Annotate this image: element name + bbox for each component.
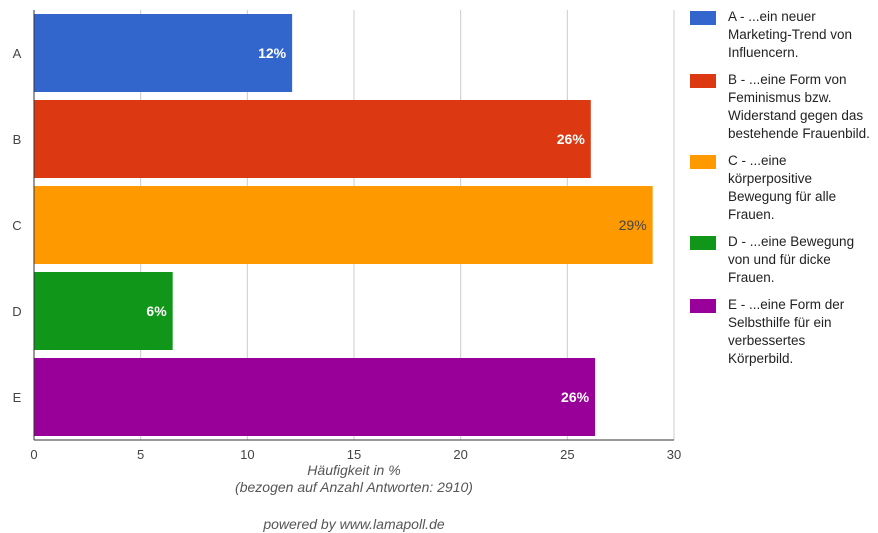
- legend-label-c: C - ...eine körperpositive Bewegung für …: [728, 153, 837, 222]
- powered-by-text: powered by www.lamapoll.de: [263, 516, 445, 532]
- legend-swatch-b: [690, 74, 716, 88]
- legend-item-c: C - ...eine körperpositive Bewegung für …: [690, 152, 872, 224]
- legend-item-d: D - ...eine Bewegung von und für dicke F…: [690, 233, 872, 287]
- bar-value-label-c: 29%: [619, 217, 647, 233]
- y-tick-label-d: D: [12, 304, 21, 319]
- x-tick-label-15: 15: [347, 447, 361, 462]
- legend-swatch-e: [690, 299, 716, 313]
- legend-item-b: B - ...eine Form von Feminismus bzw. Wid…: [690, 71, 872, 143]
- y-tick-label-b: B: [13, 132, 22, 147]
- x-tick-label-5: 5: [137, 447, 144, 462]
- x-axis-label: Häufigkeit in % (bezogen auf Anzahl Antw…: [34, 462, 674, 496]
- legend-item-a: A - ...ein neuer Marketing-Trend von Inf…: [690, 8, 872, 62]
- y-tick-label-e: E: [13, 390, 22, 405]
- bar-value-label-a: 12%: [258, 45, 287, 61]
- legend-swatch-a: [690, 11, 716, 25]
- bar-d: [34, 272, 173, 350]
- y-tick-label-a: A: [13, 46, 22, 61]
- bar-value-label-d: 6%: [146, 303, 167, 319]
- bar-value-label-e: 26%: [561, 389, 590, 405]
- legend-label-b: B - ...eine Form von Feminismus bzw. Wid…: [728, 72, 870, 141]
- bar-a: [34, 14, 293, 92]
- x-axis-title: Häufigkeit in %: [307, 462, 401, 478]
- x-tick-label-30: 30: [667, 447, 681, 462]
- x-tick-label-25: 25: [560, 447, 574, 462]
- y-tick-label-c: C: [12, 218, 21, 233]
- legend-label-d: D - ...eine Bewegung von und für dicke F…: [728, 234, 855, 285]
- legend-label-e: E - ...eine Form der Selbsthilfe für ein…: [728, 297, 845, 366]
- bar-b: [34, 100, 591, 178]
- legend-swatch-c: [690, 155, 716, 169]
- legend-swatch-d: [690, 236, 716, 250]
- x-tick-label-0: 0: [30, 447, 37, 462]
- bar-value-label-b: 26%: [557, 131, 586, 147]
- legend-label-a: A - ...ein neuer Marketing-Trend von Inf…: [728, 9, 853, 60]
- x-tick-label-20: 20: [453, 447, 467, 462]
- legend-item-e: E - ...eine Form der Selbsthilfe für ein…: [690, 296, 872, 368]
- bar-e: [34, 358, 596, 436]
- x-tick-label-10: 10: [240, 447, 254, 462]
- bar-c: [34, 186, 653, 264]
- x-axis-subtitle: (bezogen auf Anzahl Antworten: 2910): [235, 479, 473, 495]
- chart-legend: A - ...ein neuer Marketing-Trend von Inf…: [690, 8, 872, 377]
